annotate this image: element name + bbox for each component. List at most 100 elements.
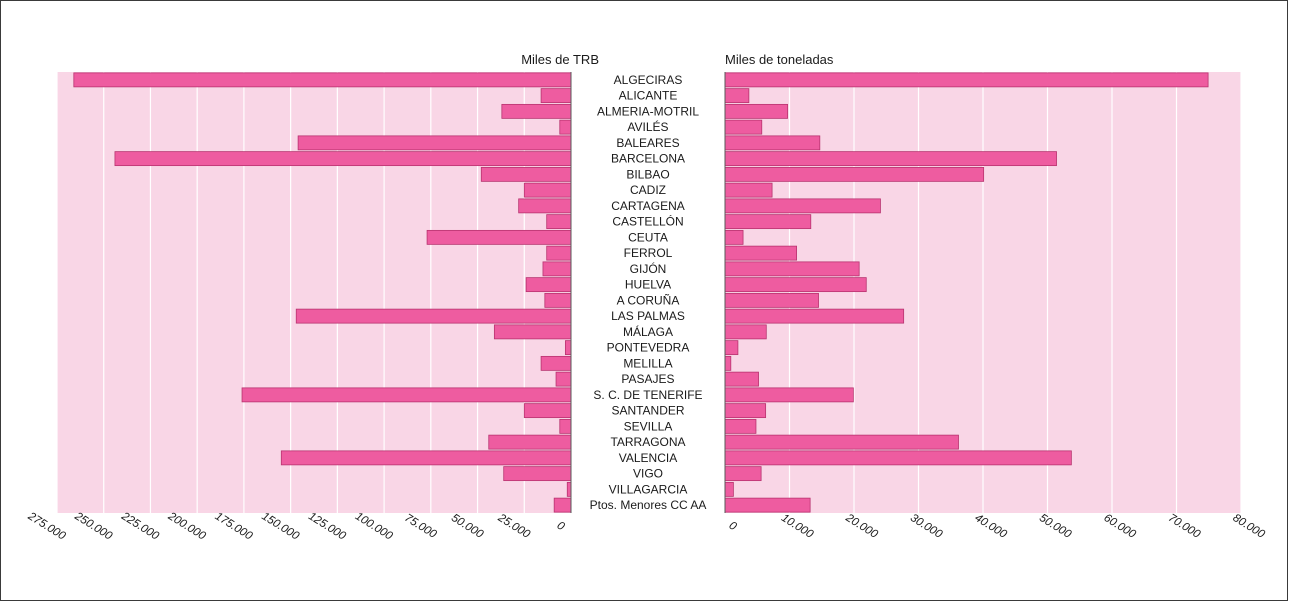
bar-25 [724,466,762,482]
bar-12 [542,261,572,277]
category-label: FERROL [624,246,673,260]
tick-label: 225.000 [118,510,161,543]
bar-5 [114,151,572,167]
bar-24 [280,450,572,466]
category-label: GIJÓN [630,261,667,276]
bar-6 [724,166,985,182]
bar-18 [540,355,572,371]
tick-label: 20.000 [843,512,881,542]
bar-9 [546,214,572,230]
bar-23 [724,434,959,450]
category-label: Ptos. Menores CC AA [590,498,707,512]
tick-label: 275.000 [25,510,68,543]
bar-14 [544,292,572,308]
bar-20 [241,387,572,403]
tick-label: 80.000 [1230,512,1267,541]
bar-21 [724,403,767,419]
tick-label: 125.000 [306,510,348,543]
tick-label: 10.000 [779,512,816,541]
bar-16 [493,324,572,340]
category-label: PONTEVEDRA [607,341,690,355]
bar-8 [724,198,881,214]
category-label: VILLAGARCIA [609,482,688,496]
category-label: CADIZ [630,183,666,197]
category-label: VALENCIA [619,451,677,465]
tick-label: 100.000 [353,510,395,543]
bar-18 [724,355,732,371]
bar-3 [724,119,763,135]
category-label: PASAJES [621,372,674,386]
category-label: HUELVA [625,278,671,292]
bar-17 [564,340,572,356]
bar-21 [523,403,572,419]
tick-label: 70.000 [1166,512,1203,541]
bar-19 [555,371,572,387]
tick-label: 25.000 [495,512,533,542]
bar-0 [724,72,1209,88]
category-label: BALEARES [616,136,679,150]
bar-23 [488,434,572,450]
bar-5 [724,151,1057,167]
category-label: CASTELLÓN [612,214,683,229]
bar-13 [724,277,867,293]
bar-10 [426,229,572,245]
tick-label: 30.000 [908,512,945,541]
bar-4 [297,135,572,151]
category-label: SEVILLA [624,419,673,433]
category-label: A CORUÑA [617,293,680,307]
tick-label: 175.000 [213,510,255,543]
category-label: CEUTA [628,230,668,244]
bar-17 [724,340,739,356]
bar-25 [503,466,572,482]
category-label: MÁLAGA [623,324,673,339]
category-label: TARRAGONA [610,435,685,449]
bar-12 [724,261,860,277]
bar-11 [546,245,572,261]
tick-label: 75.000 [402,512,439,541]
bar-20 [724,387,854,403]
tick-label: 0 [727,520,739,534]
bar-0 [73,72,572,88]
bar-1 [724,88,750,104]
bar-11 [724,245,797,261]
bar-4 [724,135,821,151]
category-label: CARTAGENA [611,199,685,213]
bar-14 [724,292,819,308]
category-label: MELILLA [623,356,672,370]
bar-26 [724,481,734,497]
bar-2 [724,103,788,119]
bar-26 [566,481,572,497]
left-panel-title: Miles de TRB [521,52,599,67]
tick-label: 0 [555,520,567,534]
right-panel-title: Miles de toneladas [725,52,834,67]
right-panel-toneladas: 0 10.000 20.000 30.000 40.000 50.000 60.000 70.… [724,72,1267,542]
bar-1 [540,88,572,104]
category-label: LAS PALMAS [611,309,685,323]
category-label: ALGECIRAS [614,73,683,87]
category-label: VIGO [633,467,663,481]
bar-6 [480,166,572,182]
bar-22 [559,418,572,434]
bar-7 [523,182,572,198]
tick-label: 60.000 [1101,512,1138,541]
bar-16 [724,324,767,340]
bar-3 [559,119,572,135]
category-label: SANTANDER [611,404,684,418]
bar-2 [501,103,572,119]
bar-22 [724,418,757,434]
left-panel-trb: 0 25.000 50.000 75.000100.000125.000150.000… [25,72,572,543]
category-label: S. C. DE TENERIFE [593,388,702,402]
bar-13 [525,277,572,293]
bar-8 [518,198,572,214]
bar-27 [724,497,811,513]
bar-24 [724,450,1072,466]
bar-27 [553,497,572,513]
bar-7 [724,182,773,198]
bar-15 [724,308,905,324]
tick-label: 150.000 [259,510,301,543]
bar-19 [724,371,759,387]
category-label: ALICANTE [619,89,678,103]
